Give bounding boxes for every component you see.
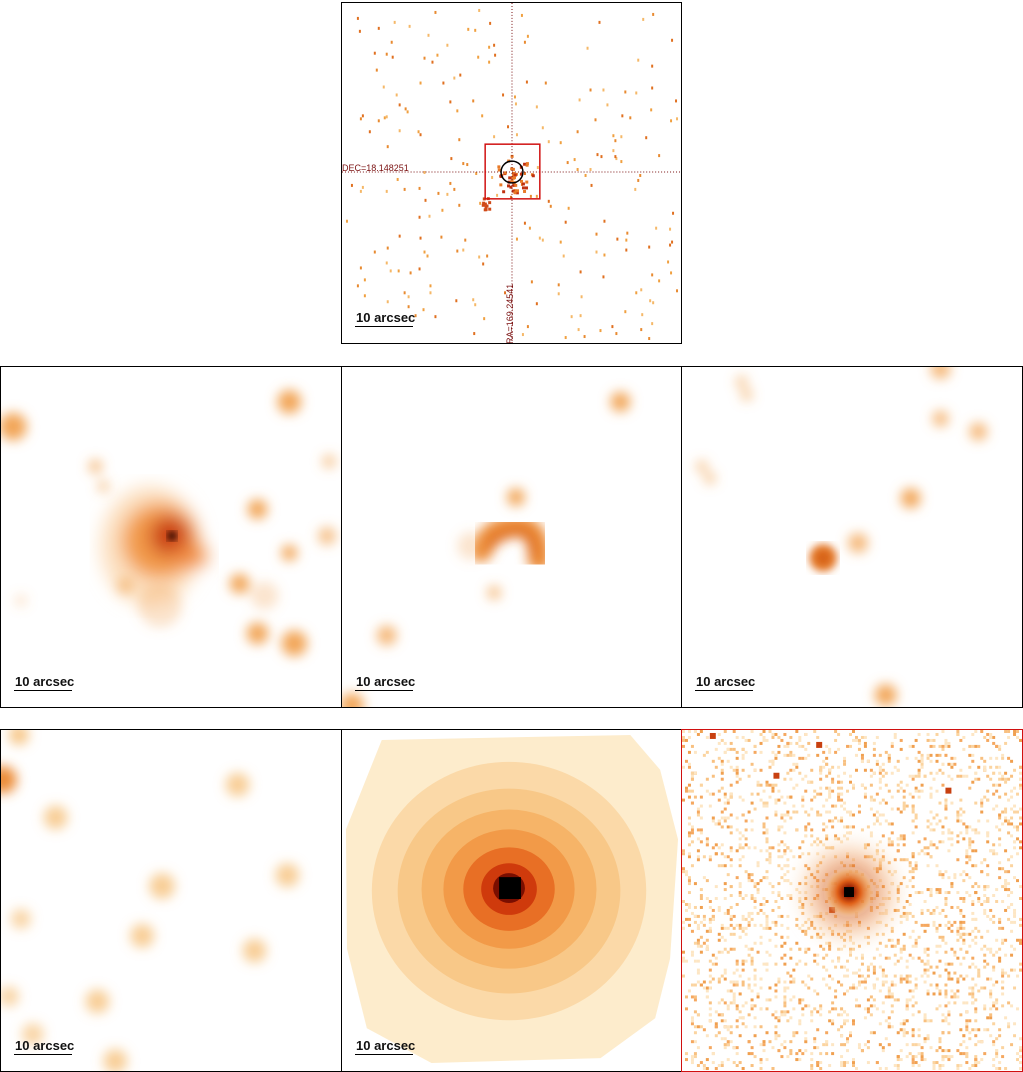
- bottom-left-image: [1, 730, 300, 1071]
- scale-bar: [695, 690, 753, 691]
- scale-label: 10 arcsec: [356, 674, 416, 689]
- source-circle: [500, 160, 524, 184]
- dec-label: DEC=18.148251: [342, 163, 409, 173]
- scale-label: 10 arcsec: [356, 1038, 416, 1053]
- bottom-right-panel: [681, 729, 1023, 1072]
- zoom-box: [484, 143, 541, 200]
- mid-center-panel: 10 arcsec: [341, 366, 683, 708]
- mid-left-panel: 10 arcsec: [0, 366, 342, 708]
- top-panel-image: [342, 3, 681, 343]
- mid-left-image: [1, 389, 337, 657]
- scale-bar: [355, 690, 413, 691]
- scale-bar: [355, 1054, 413, 1055]
- ra-label: RA=169.24541: [505, 283, 515, 344]
- scale-bar: [355, 326, 413, 327]
- bottom-center-image: [345, 734, 679, 1064]
- bottom-right-image: [682, 730, 1022, 1071]
- scale-bar: [14, 1054, 72, 1055]
- scale-label: 10 arcsec: [15, 1038, 75, 1053]
- bottom-center-panel: 10 arcsec: [341, 729, 683, 1072]
- mid-center-image: [342, 391, 631, 707]
- top-panel: DEC=18.148251 RA=169.24541 10 arcsec: [341, 2, 682, 344]
- scale-label: 10 arcsec: [696, 674, 756, 689]
- scale-label: 10 arcsec: [356, 310, 416, 325]
- bottom-left-panel: 10 arcsec: [0, 729, 342, 1072]
- mid-right-image: [695, 367, 988, 707]
- scale-label: 10 arcsec: [15, 674, 75, 689]
- mid-right-panel: 10 arcsec: [681, 366, 1023, 708]
- scale-bar: [14, 690, 72, 691]
